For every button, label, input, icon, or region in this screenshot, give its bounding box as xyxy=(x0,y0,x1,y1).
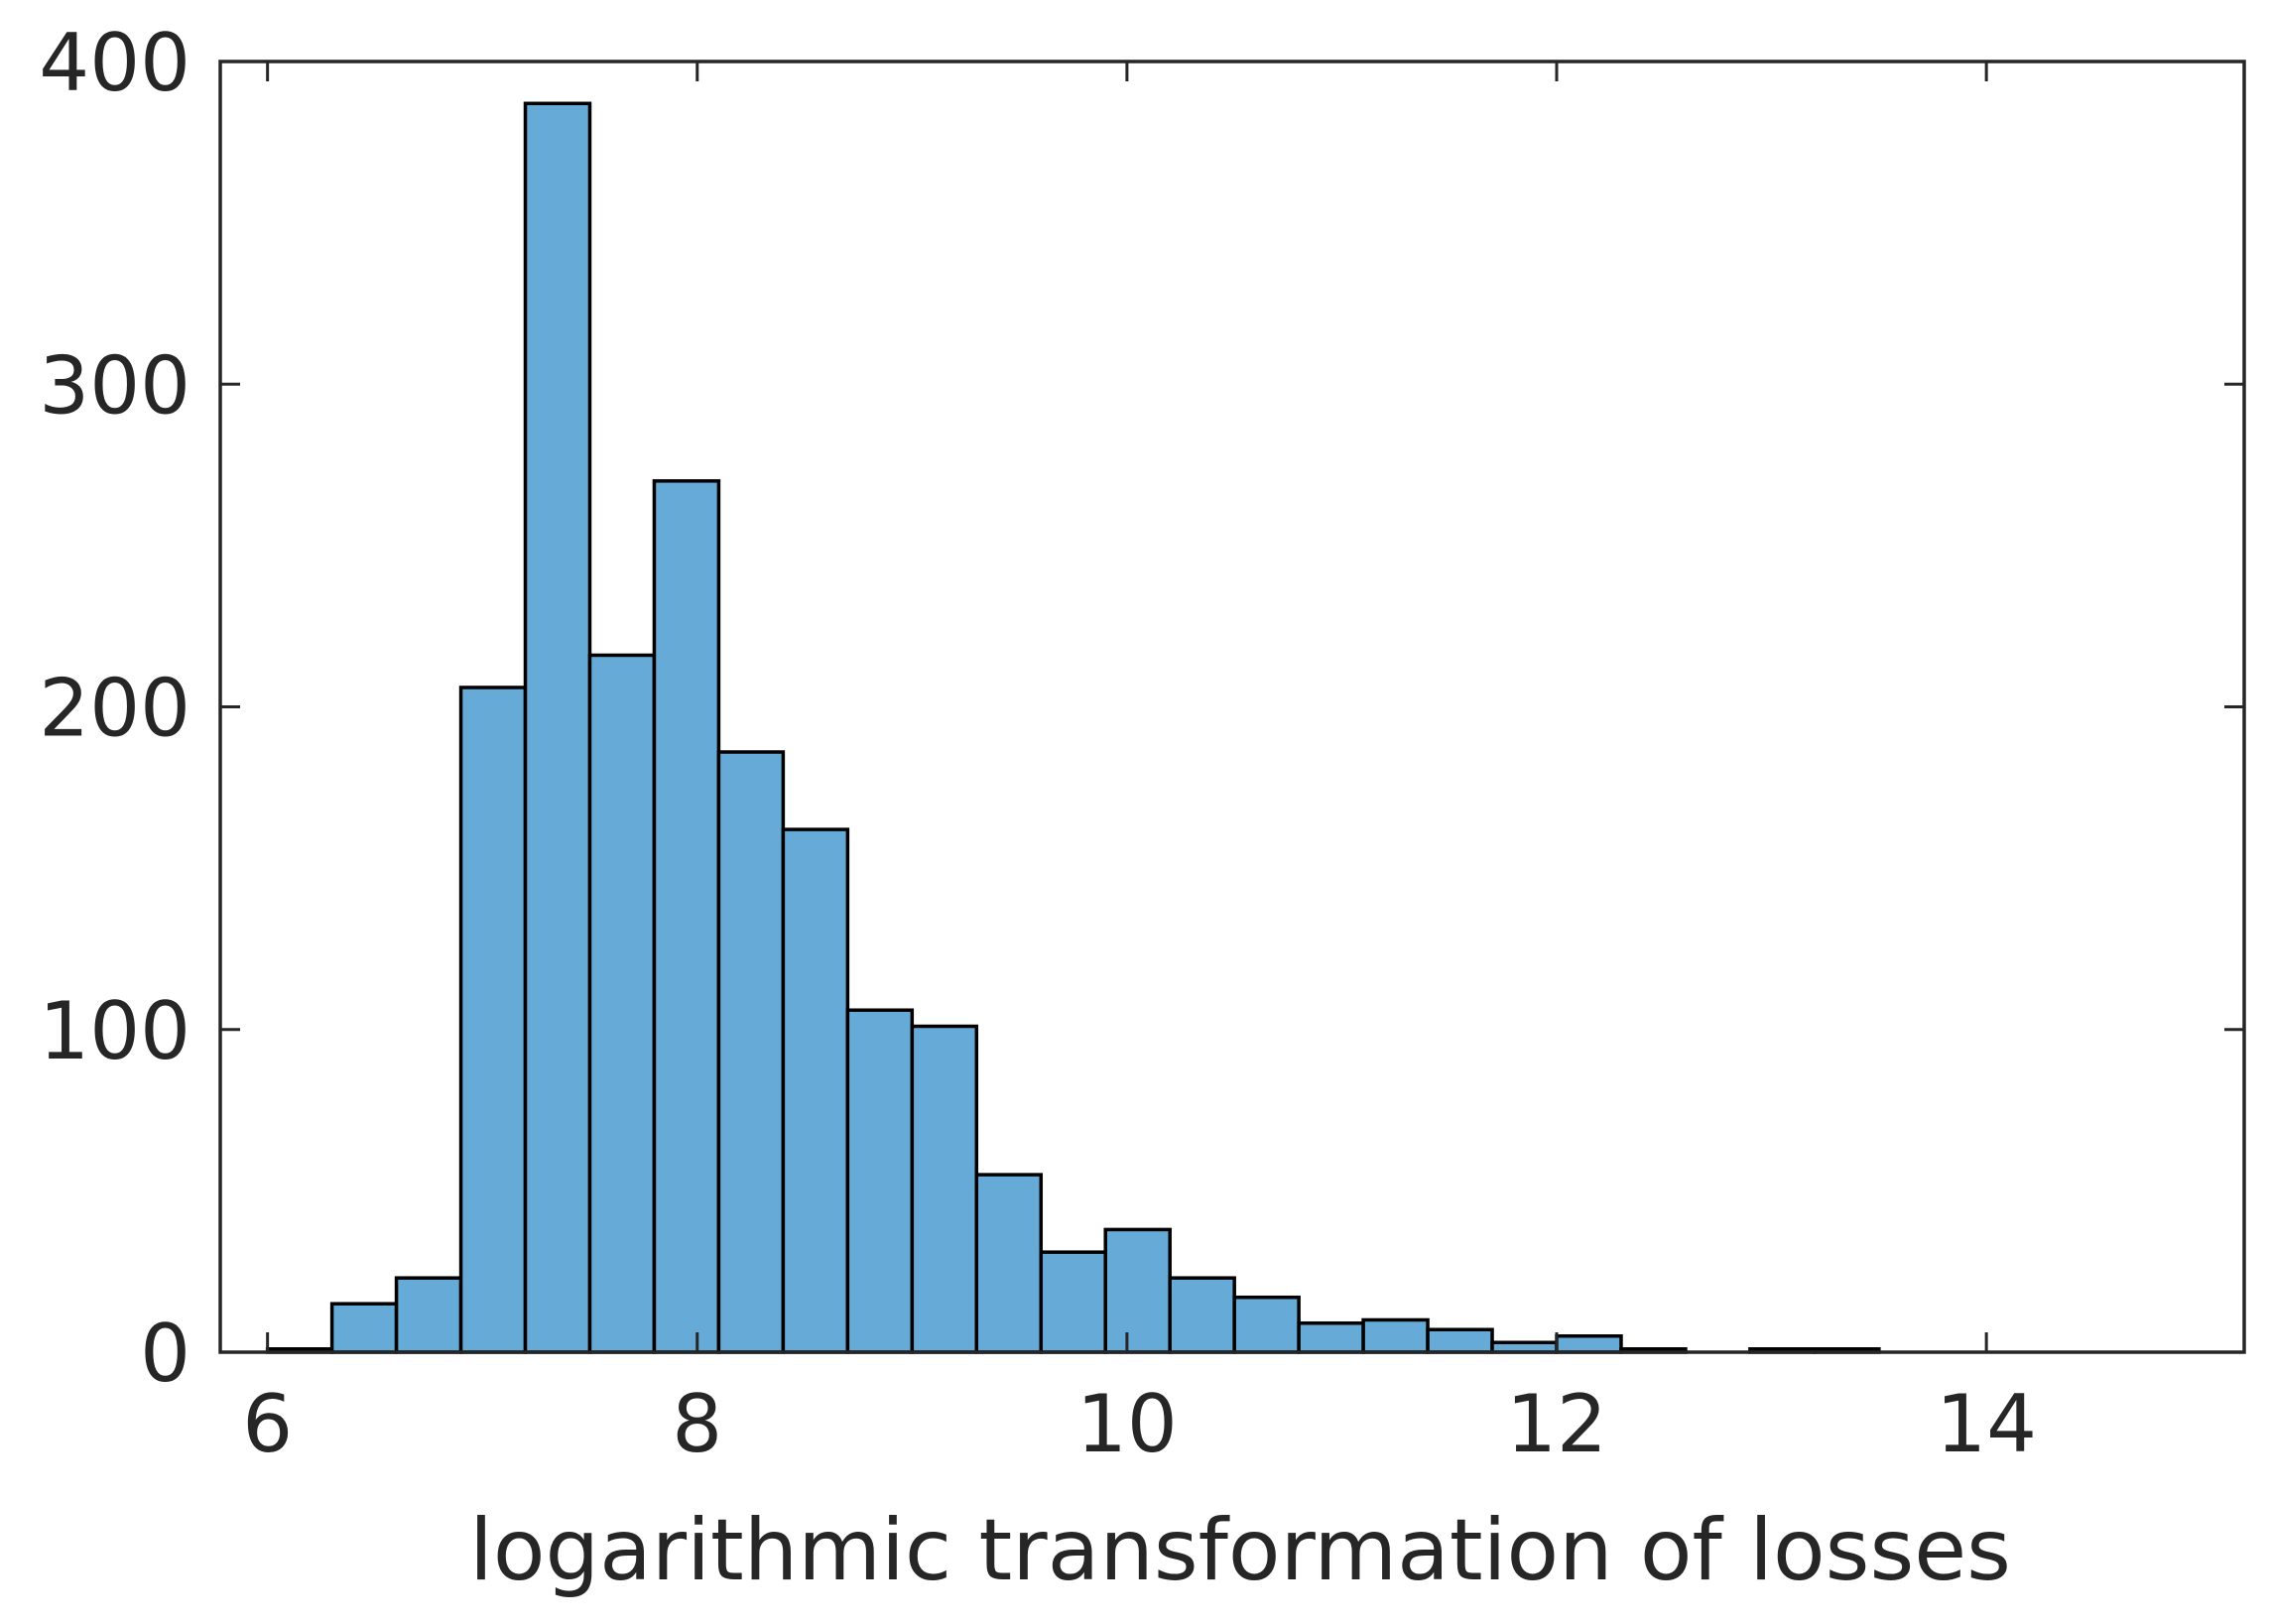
histogram-bar xyxy=(716,750,786,1354)
histogram-bar xyxy=(523,101,592,1354)
bars-layer xyxy=(265,101,1881,1354)
x-tick-label: 8 xyxy=(672,1378,722,1470)
labels-layer: 6 8 10 12 14 0 100 200 300 400 xyxy=(39,17,2037,1470)
y-tick-label: 0 xyxy=(140,1308,190,1400)
x-axis-title: logarithmic transformation of losses xyxy=(469,1501,2011,1600)
x-tick-label: 6 xyxy=(242,1378,293,1470)
y-tick-label: 200 xyxy=(39,663,190,755)
histogram-bar xyxy=(845,1008,915,1354)
histogram-bar xyxy=(974,1173,1044,1354)
histogram-bar xyxy=(394,1276,463,1354)
histogram-bar xyxy=(1297,1320,1365,1354)
histogram-bar xyxy=(1103,1227,1172,1354)
histogram-bar xyxy=(458,686,528,1354)
y-tick-label: 300 xyxy=(39,339,190,432)
y-tick-label: 400 xyxy=(39,17,190,109)
y-tick-label: 100 xyxy=(39,985,190,1077)
histogram-bar xyxy=(329,1302,399,1354)
histogram-bar xyxy=(1039,1250,1107,1354)
histogram-bar xyxy=(652,479,721,1354)
axes-layer xyxy=(218,60,2246,1354)
histogram-bar xyxy=(1361,1317,1430,1354)
x-tick-label: 14 xyxy=(1936,1378,2037,1470)
histogram-bar xyxy=(1555,1333,1623,1354)
x-tick-label: 12 xyxy=(1506,1378,1607,1470)
histogram-bar xyxy=(910,1024,979,1354)
histogram-bar xyxy=(781,827,850,1354)
histogram-bar xyxy=(1232,1295,1301,1354)
histogram-bar xyxy=(587,653,657,1354)
histogram-bar xyxy=(1426,1327,1494,1354)
histogram-bar xyxy=(1168,1276,1236,1354)
x-tick-label: 10 xyxy=(1076,1378,1178,1470)
